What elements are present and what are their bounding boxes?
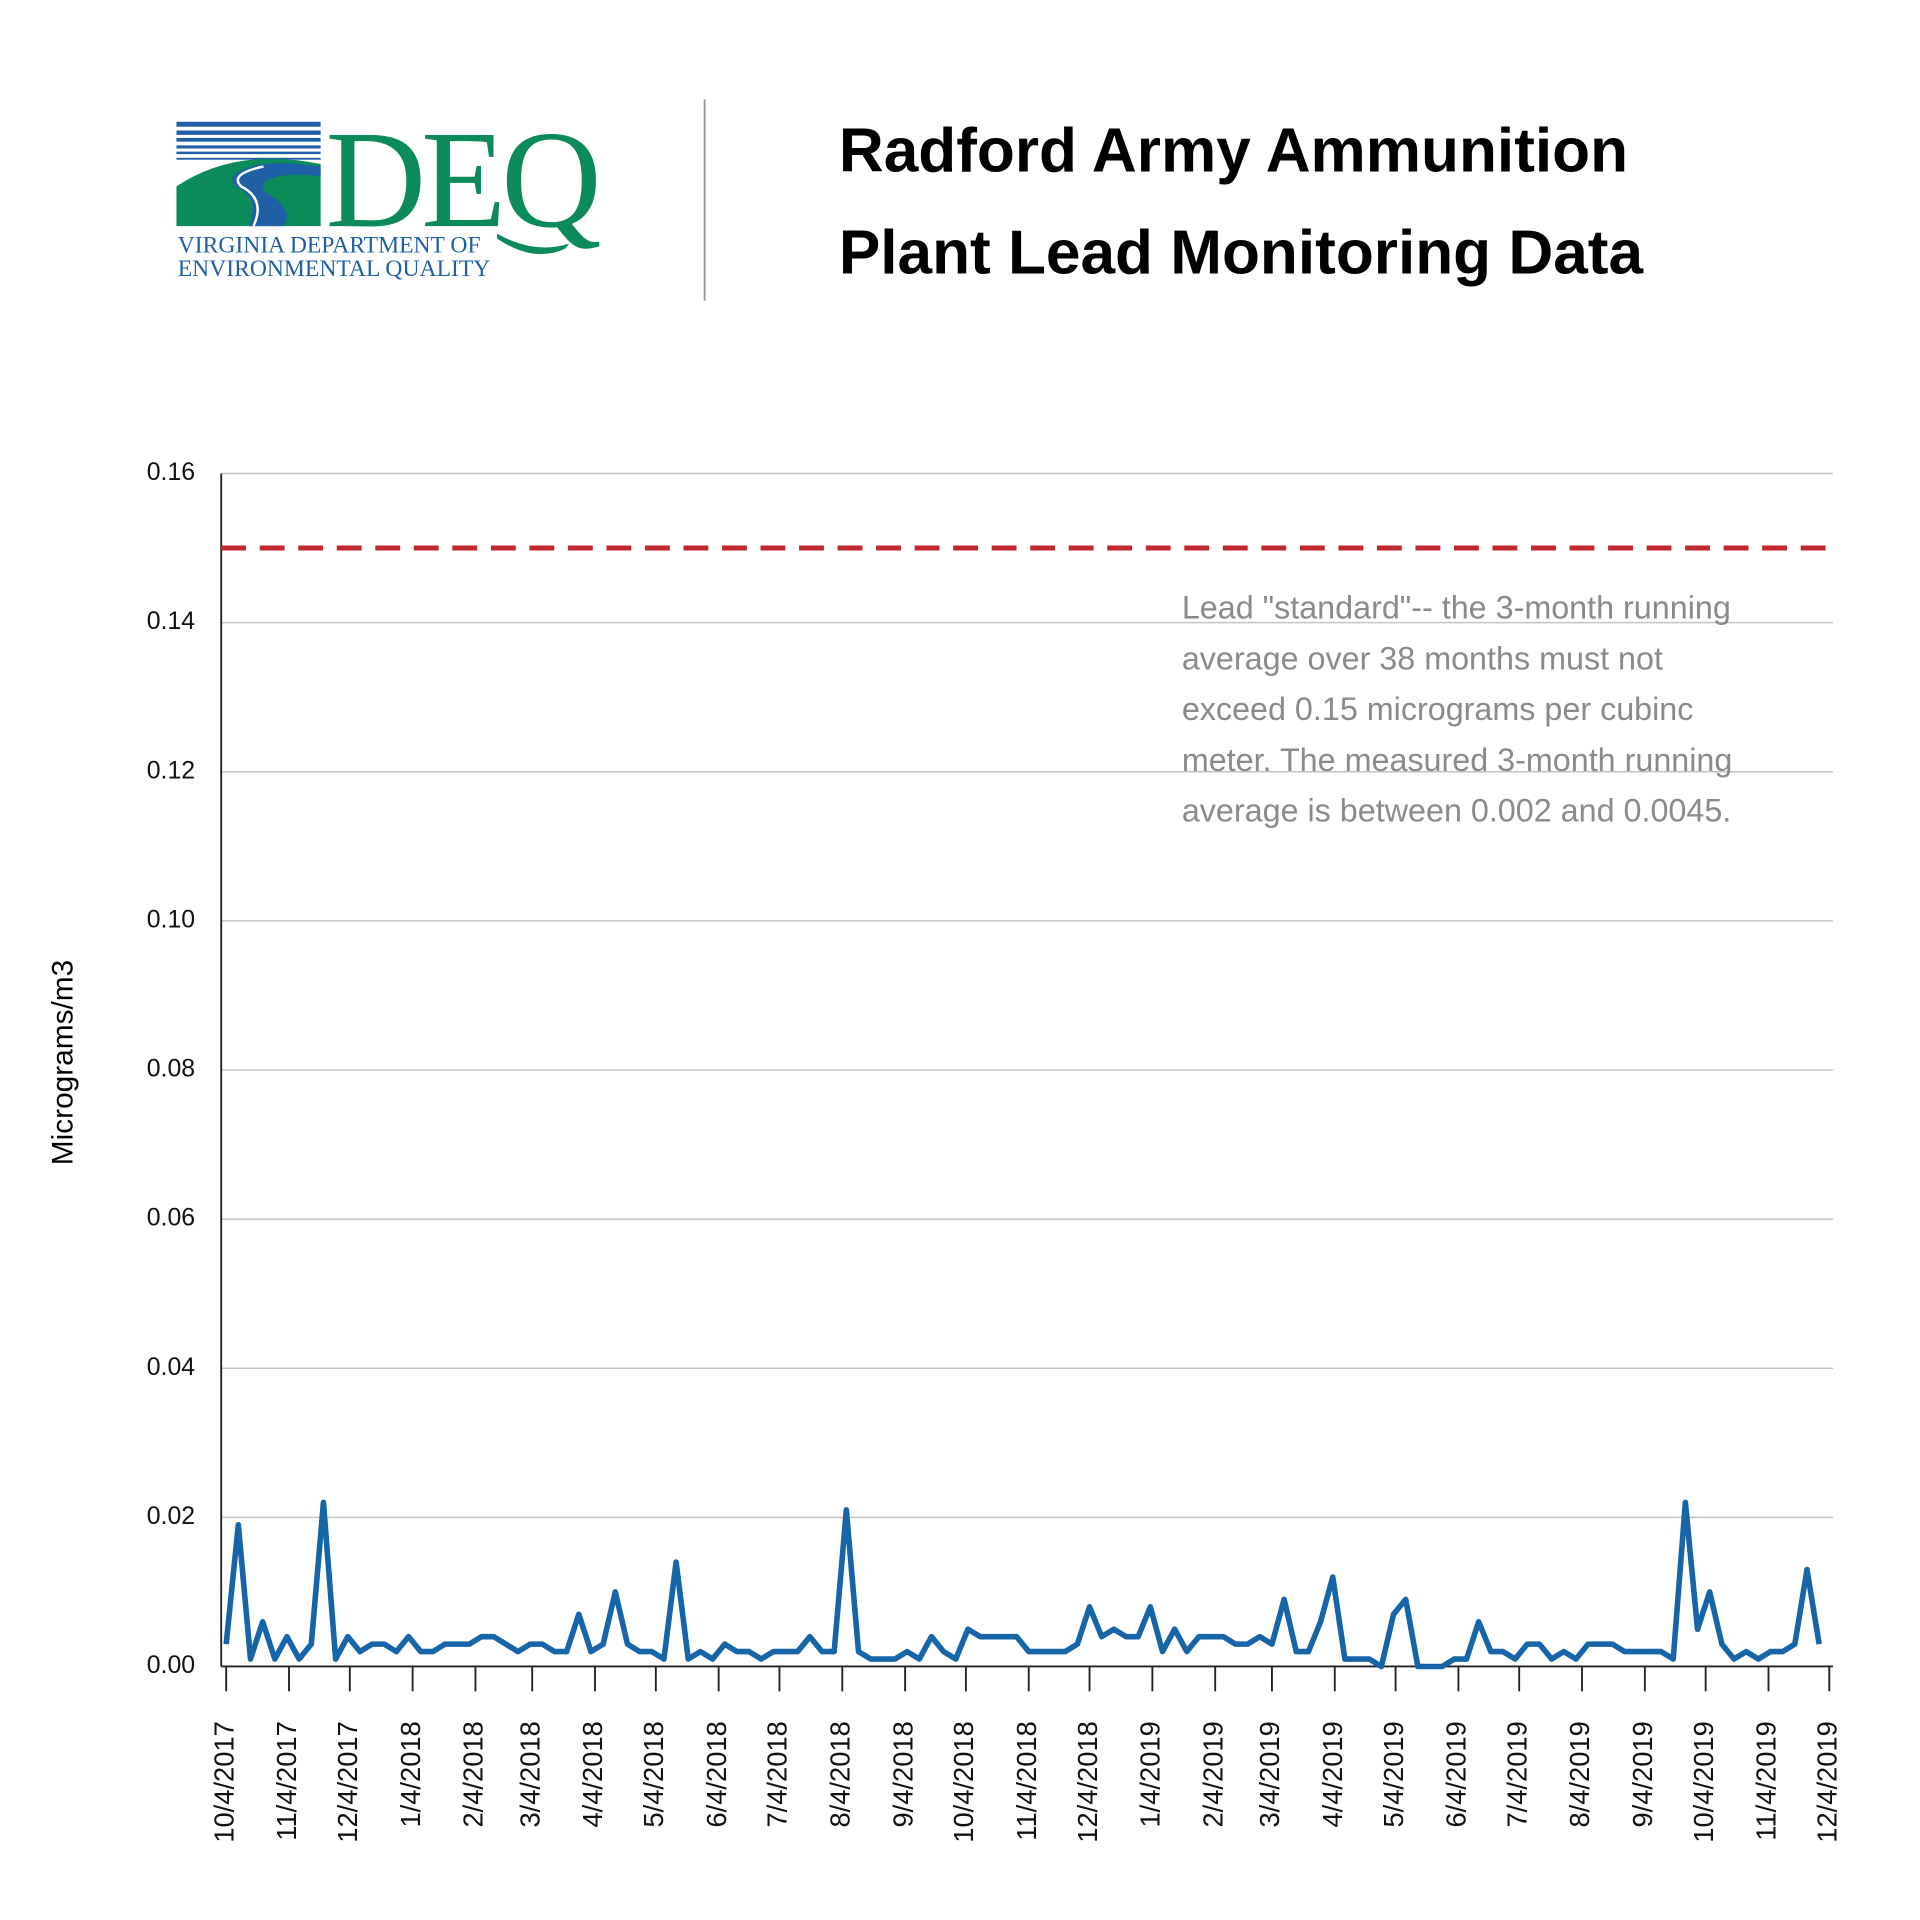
logo-q-tail [497, 233, 570, 255]
x-tick-label: 11/4/2019 [1751, 1721, 1782, 1841]
chart-title: Plant Lead Monitoring Data [839, 218, 1644, 287]
x-tick-label: 9/4/2018 [887, 1721, 918, 1827]
annotation: average over 38 months must not [1182, 640, 1663, 676]
logo-acronym: DEQ [326, 103, 601, 257]
x-tick-label: 6/4/2019 [1441, 1721, 1472, 1827]
x-tick-label: 12/4/2019 [1812, 1721, 1843, 1843]
x-tick-label: 1/4/2019 [1135, 1721, 1166, 1827]
data-line [223, 1499, 1822, 1670]
x-tick-label: 2/4/2018 [458, 1721, 489, 1827]
x-tick-label: 1/4/2018 [395, 1721, 426, 1827]
x-tick-label: 10/4/2018 [948, 1721, 979, 1843]
x-tick-label: 12/4/2017 [332, 1721, 363, 1843]
y-tick-label: 0.02 [147, 1503, 195, 1530]
y-tick-label: 0.06 [147, 1205, 195, 1232]
x-tick-label: 8/4/2018 [825, 1721, 856, 1827]
y-tick-label: 0.08 [147, 1056, 195, 1083]
x-tick-label: 7/4/2019 [1501, 1721, 1532, 1827]
x-tick-label: 6/4/2018 [701, 1721, 732, 1827]
logo-river [232, 163, 321, 227]
annotation: Lead "standard"-- the 3-month running [1182, 590, 1731, 626]
logo-line: VIRGINIA DEPARTMENT OF [178, 232, 481, 258]
y-tick-label: 0.00 [147, 1652, 195, 1679]
x-tick-label: 3/4/2019 [1254, 1721, 1285, 1827]
logo-river-edge [236, 165, 264, 227]
x-tick-label: 2/4/2019 [1197, 1721, 1228, 1827]
x-tick-label: 7/4/2018 [762, 1721, 793, 1827]
plot: 0.00 0.02 0.04 0.06 0.08 0.10 0.12 0.14 0.16 10/4… [147, 459, 1843, 1843]
y-tick-label: 0.16 [147, 459, 195, 486]
x-tick-label: 5/4/2019 [1378, 1721, 1409, 1827]
y-tick-label: 0.12 [147, 757, 195, 784]
x-tick-label: 11/4/2017 [271, 1721, 302, 1841]
y-tick-label: 0.04 [147, 1354, 196, 1381]
logo-line: ENVIRONMENTAL QUALITY [178, 256, 491, 282]
y-axis-label: Micrograms/m3 [46, 960, 79, 1165]
logo: DEQ VIRGINIA DEPARTMENT OF ENVIRONMENTAL… [176, 103, 605, 282]
x-tick-label: 10/4/2019 [1688, 1721, 1719, 1843]
x-tick-label: 10/4/2017 [208, 1721, 239, 1843]
logo-stripes [176, 121, 321, 160]
x-tick-label: 3/4/2018 [514, 1721, 545, 1827]
chart-title: Radford Army Ammunition [839, 116, 1628, 185]
x-tick-label: 9/4/2019 [1627, 1721, 1658, 1827]
x-tick-label: 4/4/2018 [577, 1721, 608, 1827]
annotation: meter. The measured 3-month running [1182, 742, 1733, 778]
x-tick-label: 5/4/2018 [638, 1721, 669, 1827]
y-tick-label: 0.10 [147, 906, 195, 933]
x-tick-label: 4/4/2019 [1317, 1721, 1348, 1827]
x-tick-label: 8/4/2019 [1564, 1721, 1595, 1827]
x-tick-label: 12/4/2018 [1072, 1721, 1103, 1843]
x-tick-label: 11/4/2018 [1011, 1721, 1042, 1841]
annotation: average is between 0.002 and 0.0045. [1182, 793, 1731, 829]
annotation: exceed 0.15 micrograms per cubinc [1182, 691, 1694, 727]
y-tick-label: 0.14 [147, 608, 196, 635]
